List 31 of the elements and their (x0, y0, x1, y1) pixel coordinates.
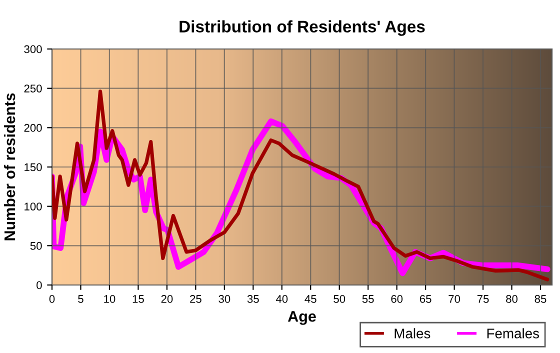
y-tick-label: 250 (24, 84, 42, 92)
x-tick-label: 35 (247, 295, 259, 303)
x-tick-label: 70 (448, 295, 460, 303)
y-tick-label: 300 (24, 45, 42, 54)
y-tick-label: 150 (24, 163, 42, 172)
y-tick-label: 200 (24, 124, 42, 132)
x-tick-label: 65 (420, 295, 432, 303)
x-tick-label: 55 (362, 295, 374, 303)
x-tick-label: 75 (477, 295, 489, 303)
line-series (52, 90, 550, 282)
x-tick-label: 0 (49, 295, 55, 303)
x-tick-label: 60 (391, 295, 403, 303)
y-axis-title: Number of residents (4, 93, 16, 240)
x-tick-label: 45 (304, 295, 316, 303)
chart-title: Distribution of Residents' Ages (180, 20, 425, 36)
x-tick-label: 40 (276, 295, 288, 303)
x-tick-label: 85 (534, 295, 546, 303)
legend-label: Males (394, 328, 430, 338)
legend-label: Females (487, 328, 539, 338)
y-tick-label: 50 (30, 242, 42, 250)
y-tick-label: 100 (24, 202, 42, 210)
x-tick-label: 50 (334, 295, 346, 303)
x-tick-label: 30 (218, 295, 230, 303)
x-tick-label: 20 (161, 295, 173, 303)
x-tick-label: 5 (78, 295, 84, 303)
x-tick-label: 10 (104, 295, 116, 303)
y-tick-label: 0 (36, 281, 42, 290)
x-tick-label: 25 (190, 295, 202, 303)
x-tick-label: 15 (132, 295, 144, 303)
x-tick-label: 80 (506, 295, 518, 303)
x-axis-title: Age (288, 311, 316, 325)
